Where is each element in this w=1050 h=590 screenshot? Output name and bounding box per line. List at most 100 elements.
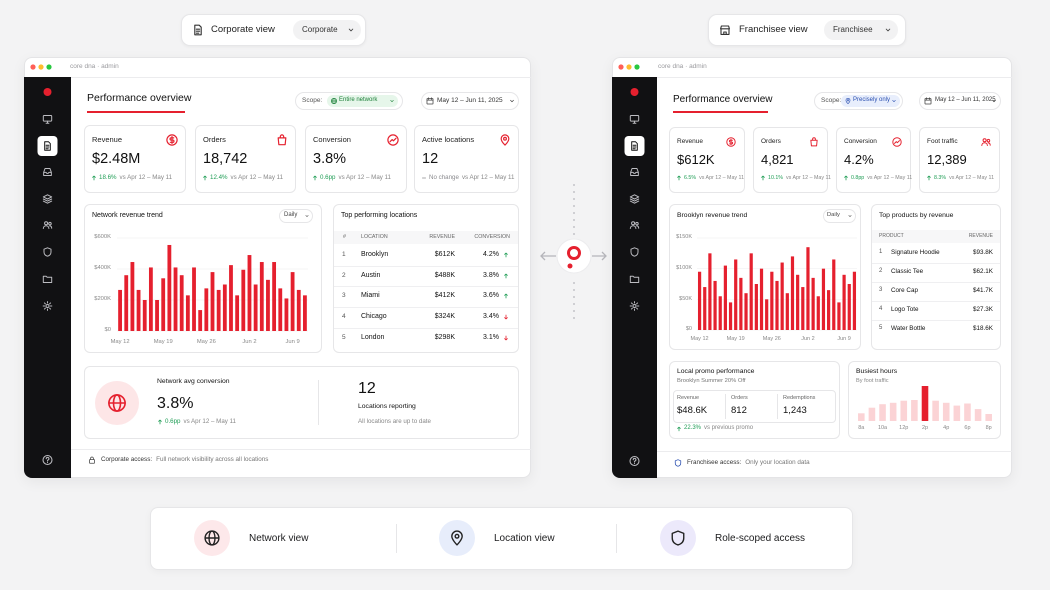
title-underline <box>673 111 768 113</box>
table-row-rule <box>872 281 1000 283</box>
kpi-delta-period: vs Apr 12 – May 11 <box>699 174 745 181</box>
period-label: Daily <box>827 212 840 219</box>
logo-ring <box>567 246 581 260</box>
view-dropdown-label: Corporate <box>302 24 338 34</box>
kpi-card <box>753 127 828 193</box>
revenue: $412K <box>434 292 455 300</box>
connector-dot <box>573 282 575 284</box>
summary-divider <box>318 380 319 425</box>
access-note: Corporate access: Full network visibility… <box>101 456 268 464</box>
y-tick-label: $0 <box>104 327 111 334</box>
table-card <box>871 204 1001 350</box>
x-tick-label: May 12 <box>110 339 130 346</box>
x-tick-label: 2p <box>921 425 929 432</box>
kpi-delta-value: No change <box>429 173 459 181</box>
kpi-card <box>305 125 407 193</box>
table-row-rule <box>334 285 518 287</box>
view-dropdown-label: Franchisee <box>833 24 873 34</box>
promo-delta-text: vs previous promo <box>704 425 754 432</box>
kpi-label: Active locations <box>422 135 475 145</box>
title-underline <box>87 111 185 113</box>
promo-metric-value: $48.6K <box>677 404 708 416</box>
connector-dot <box>573 317 575 319</box>
y-tick-label: $600K <box>94 234 111 241</box>
revenue: $93.8K <box>973 248 993 256</box>
promo-metric-label: Orders <box>731 395 748 402</box>
chart-title: Brooklyn revenue trend <box>677 211 748 219</box>
location: London <box>361 334 385 342</box>
table-row-rule <box>872 300 1000 302</box>
conversion: 3.6% <box>483 292 499 300</box>
summary-value: 3.8% <box>157 394 194 412</box>
y-tick-label: $400K <box>94 265 111 272</box>
connector-dot <box>573 191 575 193</box>
revenue: $18.6K <box>973 324 993 332</box>
kpi-card <box>195 125 296 193</box>
product: Classic Tee <box>891 267 924 275</box>
kpi-delta-value: 10.1% <box>768 174 784 181</box>
summary-delta: 0.6pp vs Apr 12 – May 11 <box>165 418 236 426</box>
date-pill <box>421 92 519 110</box>
kpi-delta-value: 12.4% <box>210 173 228 181</box>
location: Chicago <box>361 313 387 321</box>
kpi-label: Conversion <box>844 137 877 145</box>
x-tick-label: Jun 2 <box>242 339 257 346</box>
x-tick-label: May 12 <box>690 336 709 343</box>
kpi-value: $2.48M <box>92 150 141 167</box>
page-title: Performance overview <box>673 93 773 105</box>
kpi-value: 12,389 <box>927 151 967 167</box>
access-text: Full network visibility across all locat… <box>156 455 269 463</box>
kpi-delta-value: 6.5% <box>684 174 697 181</box>
product: Signature Hoodie <box>891 248 940 256</box>
revenue: $41.7K <box>973 286 993 294</box>
promo-title: Local promo performance <box>677 367 755 375</box>
kpi-delta-value: 18.6% <box>99 173 117 181</box>
kpi-delta-period: vs Apr 12 – May 11 <box>949 174 995 181</box>
product: Core Cap <box>891 286 918 294</box>
x-tick-label: 10a <box>877 425 888 432</box>
revenue: $27.3K <box>973 305 993 313</box>
kpi-delta-value: 0.6pp <box>320 173 336 181</box>
location: Austin <box>361 272 381 280</box>
hours-card <box>848 361 1001 439</box>
breadcrumb: core dna · admin <box>658 62 707 70</box>
rank: 2 <box>342 271 346 279</box>
kpi-delta: 0.6pp vs Apr 12 – May 11 <box>320 174 391 182</box>
page-title: Performance overview <box>87 92 192 105</box>
kpi-value: 4,821 <box>761 151 794 167</box>
kpi-delta-period: vs Apr 12 – May 11 <box>867 174 913 181</box>
chart-title: Network revenue trend <box>92 212 163 220</box>
conversion: 3.8% <box>483 272 499 280</box>
table-row-rule <box>872 262 1000 264</box>
footer-rule <box>657 451 1012 452</box>
kpi-delta: 6.5% vs Apr 12 – May 11 <box>684 175 744 182</box>
summary-delta-period: vs Apr 12 – May 11 <box>183 417 236 425</box>
kpi-delta-value: 0.8pp <box>851 174 865 181</box>
kpi-label: Revenue <box>677 137 704 145</box>
x-tick-label: May 26 <box>196 339 216 346</box>
scope-value: Entire network <box>339 97 378 104</box>
view-dropdown <box>293 20 361 40</box>
table-header-cell: REVENUE <box>429 234 455 241</box>
kpi-delta: 18.6% vs Apr 12 – May 11 <box>99 174 172 182</box>
connector-dot <box>573 289 575 291</box>
table-header-cell: # <box>343 234 346 241</box>
period-label: Daily <box>284 212 298 219</box>
kpi-card <box>919 127 1000 193</box>
kpi-delta: 0.8pp vs Apr 12 – May 11 <box>851 175 912 182</box>
conversion: 4.2% <box>483 251 499 259</box>
revenue: $298K <box>434 334 455 342</box>
sidebar <box>612 77 657 478</box>
connector-dot <box>573 226 575 228</box>
hours-title: Busiest hours <box>856 367 898 375</box>
x-tick-label: 12p <box>899 425 909 432</box>
table-row-rule <box>872 319 1000 321</box>
x-tick-label: May 19 <box>153 339 173 346</box>
x-tick-label: 8a <box>858 425 865 432</box>
view-dropdown <box>824 20 898 40</box>
kpi-card <box>414 125 519 193</box>
x-tick-label: Jun 2 <box>801 336 815 343</box>
promo-metric-value: 1,243 <box>783 404 807 416</box>
access-text: Only your location data <box>745 458 810 466</box>
